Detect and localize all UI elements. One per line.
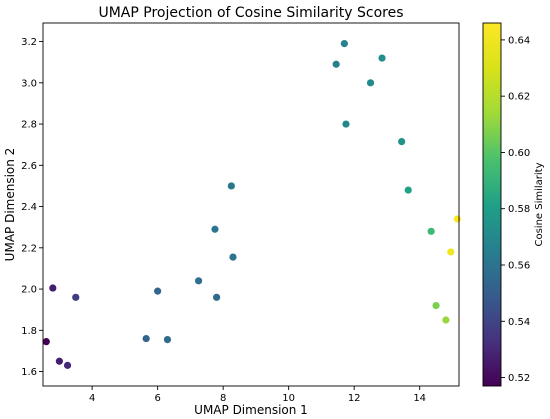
scatter-point [378,54,386,62]
colorbar-tick-label: 0.54 [508,317,530,328]
colorbar [482,22,502,387]
y-tick-label: 3.0 [21,78,37,89]
y-tick-label: 2.6 [21,161,37,172]
scatter-point [442,316,450,324]
colorbar-tick-label: 0.52 [508,373,530,384]
y-tick-label: 2.4 [21,202,37,213]
y-tick-label: 2.0 [21,285,37,296]
colorbar-tick-label: 0.58 [508,204,530,215]
scatter-point [163,335,172,344]
scatter-point [194,277,203,285]
colorbar-tick-label: 0.60 [508,148,530,159]
scatter-point [213,293,221,301]
scatter-point [453,215,461,223]
y-axis-label: UMAP Dimension 2 [3,148,17,262]
scatter-point [340,40,348,48]
colorbar-tick-label: 0.56 [508,261,530,272]
scatter-point [142,334,150,343]
points-layer [42,40,461,369]
colorbar-label: Cosine Similarity [534,162,545,246]
colorbar-tick-label: 0.62 [508,92,530,103]
scatter-point [55,357,63,365]
scatter-point [398,137,406,146]
y-tick-label: 3.2 [21,37,37,48]
scatter-point [42,338,50,346]
scatter-point [229,253,237,261]
y-tick-label: 1.8 [21,326,37,337]
scatter-point [211,225,219,233]
scatter-point [427,227,435,235]
scatter-point [404,186,412,194]
plot-frame [42,22,460,387]
colorbar-ticks: 0.52 0.54 0.56 0.58 0.60 0.62 0.64 [501,35,530,384]
scatter-point [366,79,375,87]
scatter-point [447,248,455,256]
x-axis-ticks: 4 6 8 10 12 14 [89,386,426,404]
x-tick-label: 8 [220,393,226,404]
scatter-point [49,284,57,292]
scatter-point [227,182,235,190]
x-tick-label: 6 [154,393,160,404]
scatter-point [342,120,350,128]
scatter-point [154,287,162,295]
y-tick-label: 2.2 [21,243,37,254]
x-tick-label: 14 [413,393,426,404]
y-tick-label: 1.6 [21,367,37,378]
y-tick-label: 2.8 [21,120,37,131]
scatter-point [432,301,440,310]
x-tick-label: 12 [348,393,361,404]
chart-title: UMAP Projection of Cosine Similarity Sco… [98,5,403,21]
scatter-point [332,60,340,68]
x-tick-label: 4 [89,393,95,404]
colorbar-tick-label: 0.64 [508,35,530,46]
scatter-point [72,293,80,301]
y-axis-ticks: 1.6 1.8 2.0 2.2 2.4 2.6 2.8 3.0 3.2 [21,37,43,378]
scatter-point [63,361,72,369]
x-tick-label: 10 [282,393,295,404]
x-axis-label: UMAP Dimension 1 [194,403,308,417]
